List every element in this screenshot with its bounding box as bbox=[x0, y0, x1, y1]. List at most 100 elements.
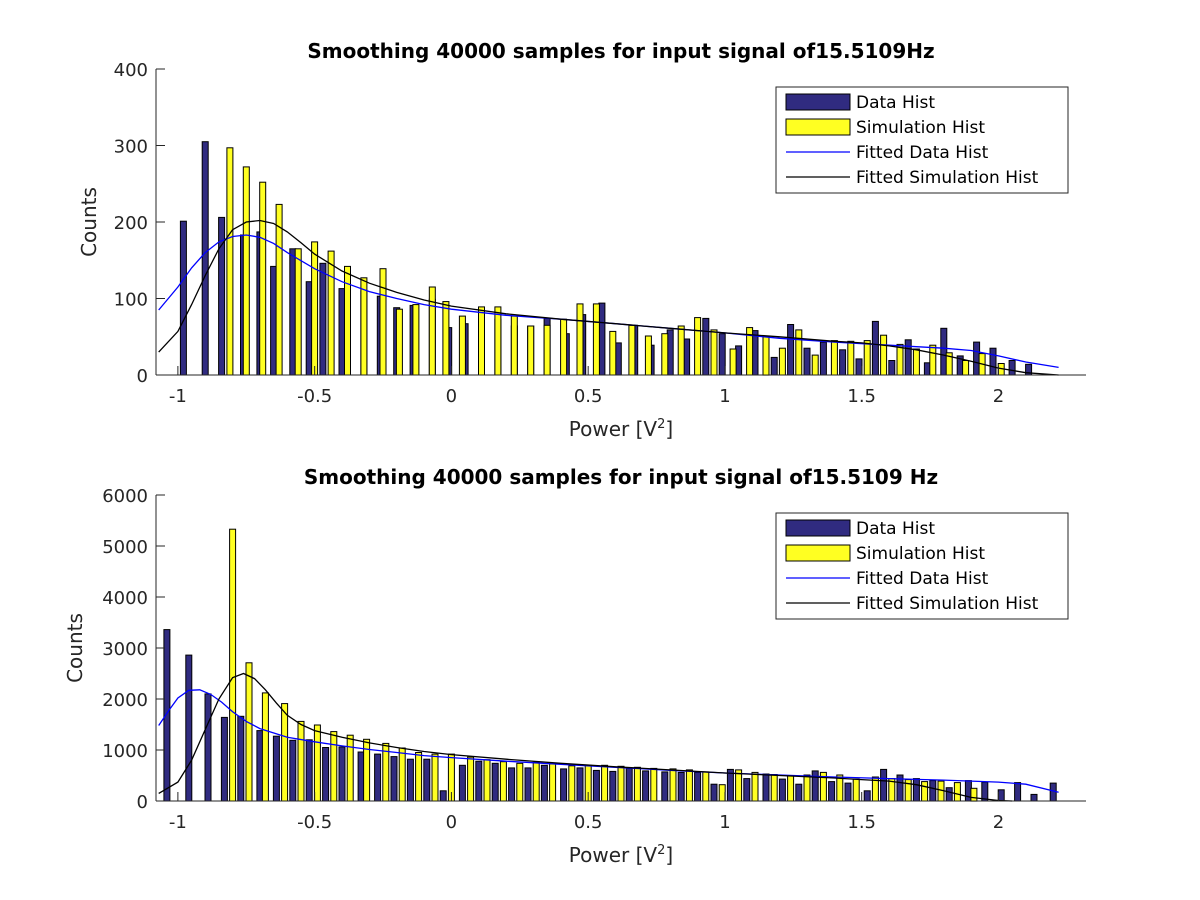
simulation-hist-bar bbox=[226, 147, 234, 376]
simulation-hist-bar bbox=[313, 724, 321, 802]
simulation-hist-bar bbox=[510, 315, 518, 376]
data-hist-bar bbox=[237, 715, 245, 802]
y-tick-label: 3000 bbox=[102, 639, 148, 660]
y-tick-label: 200 bbox=[114, 213, 148, 234]
simulation-hist-bar bbox=[346, 734, 354, 802]
simulation-hist-bar bbox=[735, 769, 743, 802]
data-hist-bar bbox=[322, 747, 330, 802]
data-hist-bar bbox=[220, 716, 228, 802]
y-tick-label: 6000 bbox=[102, 486, 148, 507]
simulation-hist-bar bbox=[970, 787, 978, 802]
data-hist-bar bbox=[718, 333, 726, 376]
simulation-hist-bar bbox=[275, 203, 283, 376]
simulation-hist-bar bbox=[330, 731, 338, 802]
y-tick-label: 2000 bbox=[102, 690, 148, 711]
simulation-hist-bar bbox=[762, 336, 770, 376]
simulation-hist-bar bbox=[294, 248, 302, 376]
simulation-hist-bar bbox=[467, 756, 475, 802]
legend-swatch-simulation-hist bbox=[785, 544, 851, 562]
data-hist-bar bbox=[710, 783, 718, 802]
simulation-hist-bar bbox=[261, 692, 269, 802]
legend: Data Hist Simulation Hist Fitted Data Hist… bbox=[775, 512, 1069, 620]
data-hist-bar bbox=[945, 787, 953, 802]
simulation-hist-bar bbox=[912, 348, 920, 376]
simulation-hist-bar bbox=[297, 720, 305, 802]
legend-entry-label: Fitted Simulation Hist bbox=[856, 594, 1039, 614]
x-axis-label: Power [V2] bbox=[569, 843, 673, 867]
legend-swatch-data-hist bbox=[785, 93, 851, 111]
simulation-hist-bar bbox=[560, 318, 568, 376]
simulation-hist-bar bbox=[953, 782, 961, 802]
data-hist-bar bbox=[795, 783, 803, 802]
data-hist-bar bbox=[508, 767, 516, 802]
simulation-hist-bar bbox=[852, 778, 860, 802]
data-hist-bar bbox=[642, 770, 650, 802]
legend-entry-label: Simulation Hist bbox=[856, 118, 985, 138]
simulation-hist-bar bbox=[880, 334, 888, 376]
simulation-hist-bar bbox=[795, 329, 803, 376]
x-axis-label-end: ] bbox=[665, 417, 673, 441]
simulation-hist-bar bbox=[568, 765, 576, 802]
data-hist-bar bbox=[989, 347, 997, 376]
simulation-hist-bar bbox=[592, 303, 600, 376]
simulation-hist-bar bbox=[718, 784, 726, 802]
legend-entry-label: Fitted Simulation Hist bbox=[856, 168, 1039, 188]
simulation-hist-bar bbox=[694, 317, 702, 376]
data-hist-bar bbox=[289, 739, 297, 802]
x-tick-label: 0 bbox=[446, 812, 457, 833]
x-tick-label: 1 bbox=[719, 812, 730, 833]
y-tick-label: 0 bbox=[137, 366, 148, 387]
simulation-hist-bar bbox=[702, 771, 710, 802]
simulation-hist-bar bbox=[242, 166, 250, 376]
simulation-hist-bar bbox=[494, 306, 502, 376]
simulation-hist-bar bbox=[543, 324, 551, 376]
y-tick-label: 4000 bbox=[102, 588, 148, 609]
data-hist-bar bbox=[702, 317, 710, 376]
y-tick-label: 1000 bbox=[102, 741, 148, 762]
x-tick-label: 1.5 bbox=[847, 812, 876, 833]
simulation-hist-bar bbox=[710, 329, 718, 376]
simulation-hist-bar bbox=[609, 330, 617, 376]
data-hist-bar bbox=[904, 339, 912, 376]
legend-swatch-data-hist bbox=[785, 519, 851, 537]
fitted-simulation-hist-line bbox=[158, 219, 1059, 376]
x-tick-label: 0 bbox=[446, 386, 457, 407]
simulation-hist-bar bbox=[661, 333, 669, 376]
data-hist-bar bbox=[625, 767, 633, 802]
data-hist-bar bbox=[1008, 360, 1016, 376]
data-hist-bar bbox=[819, 341, 827, 376]
x-axis-label-superscript: 2 bbox=[657, 843, 665, 858]
data-hist-bar bbox=[609, 770, 617, 802]
data-hist-bar bbox=[880, 768, 888, 802]
legend-entry-label: Fitted Data Hist bbox=[856, 143, 989, 163]
y-axis-label: Counts bbox=[77, 187, 101, 257]
data-hist-bar bbox=[871, 320, 879, 376]
data-hist-bar bbox=[185, 654, 193, 802]
data-hist-bar bbox=[204, 693, 212, 802]
legend-entry-label: Simulation Hist bbox=[856, 544, 985, 564]
y-tick-label: 5000 bbox=[102, 537, 148, 558]
simulation-hist-bar bbox=[929, 344, 937, 376]
data-hist-bar bbox=[1014, 782, 1022, 802]
chart-title: Smoothing 40000 samples for input signal… bbox=[307, 39, 934, 63]
data-hist-bar bbox=[929, 780, 937, 802]
x-tick-label: -1 bbox=[169, 386, 187, 407]
data-hist-bar bbox=[439, 790, 447, 802]
legend: Data Hist Simulation Hist Fitted Data Hist… bbox=[775, 86, 1069, 194]
simulation-hist-bar bbox=[677, 325, 685, 376]
data-hist-bar bbox=[592, 769, 600, 802]
simulation-hist-bar bbox=[549, 763, 557, 802]
x-tick-label: -0.5 bbox=[297, 386, 332, 407]
simulation-hist-bar bbox=[576, 303, 584, 376]
simulation-hist-bar bbox=[628, 324, 636, 376]
data-hist-bar bbox=[406, 758, 414, 802]
simulation-hist-bar bbox=[644, 335, 652, 376]
data-hist-bar bbox=[475, 760, 483, 802]
data-hist-bar bbox=[677, 771, 685, 802]
simulation-hist-bar bbox=[617, 765, 625, 802]
simulation-hist-bar bbox=[962, 360, 970, 376]
simulation-hist-bar bbox=[327, 250, 335, 376]
simulation-hist-bar bbox=[863, 340, 871, 376]
simulation-hist-bar bbox=[360, 277, 368, 376]
